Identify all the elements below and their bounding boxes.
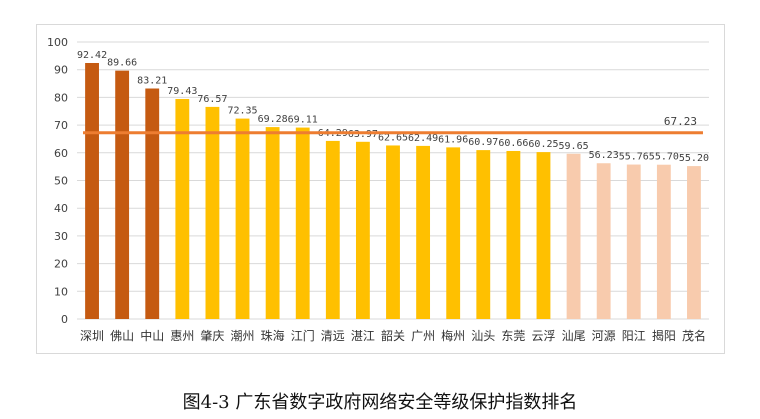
- y-tick-label: 90: [54, 64, 68, 77]
- bar: [596, 163, 611, 319]
- x-tick-label: 广州: [411, 329, 435, 343]
- x-tick-label: 佛山: [110, 329, 134, 343]
- bar: [265, 127, 280, 320]
- bar: [85, 62, 99, 319]
- y-tick-label: 70: [54, 119, 68, 132]
- bar: [446, 147, 461, 319]
- y-tick-label: 50: [54, 175, 68, 188]
- data-label: 55.70: [649, 152, 679, 163]
- bar: [235, 118, 250, 319]
- x-tick-label: 阳江: [622, 329, 646, 343]
- x-tick-label: 汕尾: [562, 329, 586, 343]
- x-tick-label: 珠海: [261, 328, 285, 343]
- bar-chart: 0 10 20 30 40 50 60 70 80 90 100 92.42 深圳 89.66 佛山 83.2…: [36, 24, 725, 354]
- bar: [536, 152, 551, 319]
- y-tick-label: 10: [54, 285, 68, 298]
- y-tick-label: 20: [54, 258, 68, 271]
- x-tick-label: 潮州: [231, 328, 255, 343]
- bar: [205, 106, 220, 320]
- data-label: 76.57: [197, 94, 227, 105]
- data-label: 83.21: [137, 76, 167, 87]
- data-label: 63.97: [348, 129, 378, 140]
- y-tick-label: 30: [54, 230, 68, 243]
- x-tick-label: 梅州: [441, 328, 465, 343]
- bar: [656, 164, 671, 319]
- x-tick-label: 中山: [140, 328, 164, 343]
- x-tick-label: 茂名: [682, 328, 706, 343]
- y-tick-label: 40: [54, 202, 68, 215]
- bar: [506, 150, 521, 319]
- x-tick-label: 东莞: [501, 329, 525, 343]
- y-tick-label: 60: [54, 147, 68, 160]
- x-tick-label: 揭阳: [652, 328, 676, 343]
- x-tick-label: 河源: [592, 329, 616, 343]
- bar: [386, 145, 400, 319]
- data-label: 61.96: [438, 134, 468, 145]
- data-label: 59.65: [559, 141, 589, 152]
- data-label: 69.11: [288, 115, 318, 126]
- data-label: 72.35: [227, 106, 257, 117]
- data-label: 62.65: [378, 132, 408, 143]
- x-tick-label: 汕头: [471, 329, 495, 343]
- bar: [566, 153, 581, 319]
- data-label: 55.20: [679, 153, 709, 164]
- bar: [325, 140, 340, 319]
- bar: [355, 141, 370, 319]
- bar: [295, 127, 310, 319]
- data-label: 60.25: [528, 139, 558, 150]
- x-tick-label: 韶关: [381, 328, 405, 343]
- data-label: 60.97: [468, 137, 498, 148]
- bar: [626, 164, 641, 319]
- x-tick-label: 惠州: [170, 329, 194, 343]
- bar: [175, 98, 190, 319]
- x-tick-label: 云浮: [531, 329, 555, 343]
- data-label: 92.42: [77, 50, 107, 61]
- bar: [145, 88, 160, 319]
- y-tick-label: 100: [47, 36, 68, 49]
- data-label: 55.76: [619, 152, 649, 163]
- y-tick-label: 80: [54, 91, 68, 104]
- data-label: 79.43: [167, 86, 197, 97]
- figure-caption: 图4-3 广东省数字政府网络安全等级保护指数排名: [182, 392, 578, 413]
- data-label: 60.66: [498, 138, 528, 149]
- x-tick-label: 清远: [321, 329, 345, 343]
- data-label: 56.23: [589, 150, 619, 161]
- average-line-label: 67.23: [664, 115, 697, 128]
- y-tick-label: 0: [61, 313, 68, 326]
- bar: [115, 70, 130, 319]
- bar: [476, 150, 491, 319]
- x-tick-label: 湛江: [351, 329, 375, 343]
- chart-svg: 0 10 20 30 40 50 60 70 80 90 100 92.42 深圳 89.66 佛山 83.2…: [47, 36, 709, 343]
- bar: [416, 145, 431, 319]
- data-label: 69.28: [258, 114, 288, 125]
- data-label: 89.66: [107, 58, 137, 69]
- x-tick-label: 肇庆: [200, 328, 224, 343]
- x-tick-label: 江门: [291, 328, 315, 343]
- data-label: 62.49: [408, 133, 438, 144]
- x-tick-label: 深圳: [80, 329, 104, 343]
- bar: [687, 166, 701, 319]
